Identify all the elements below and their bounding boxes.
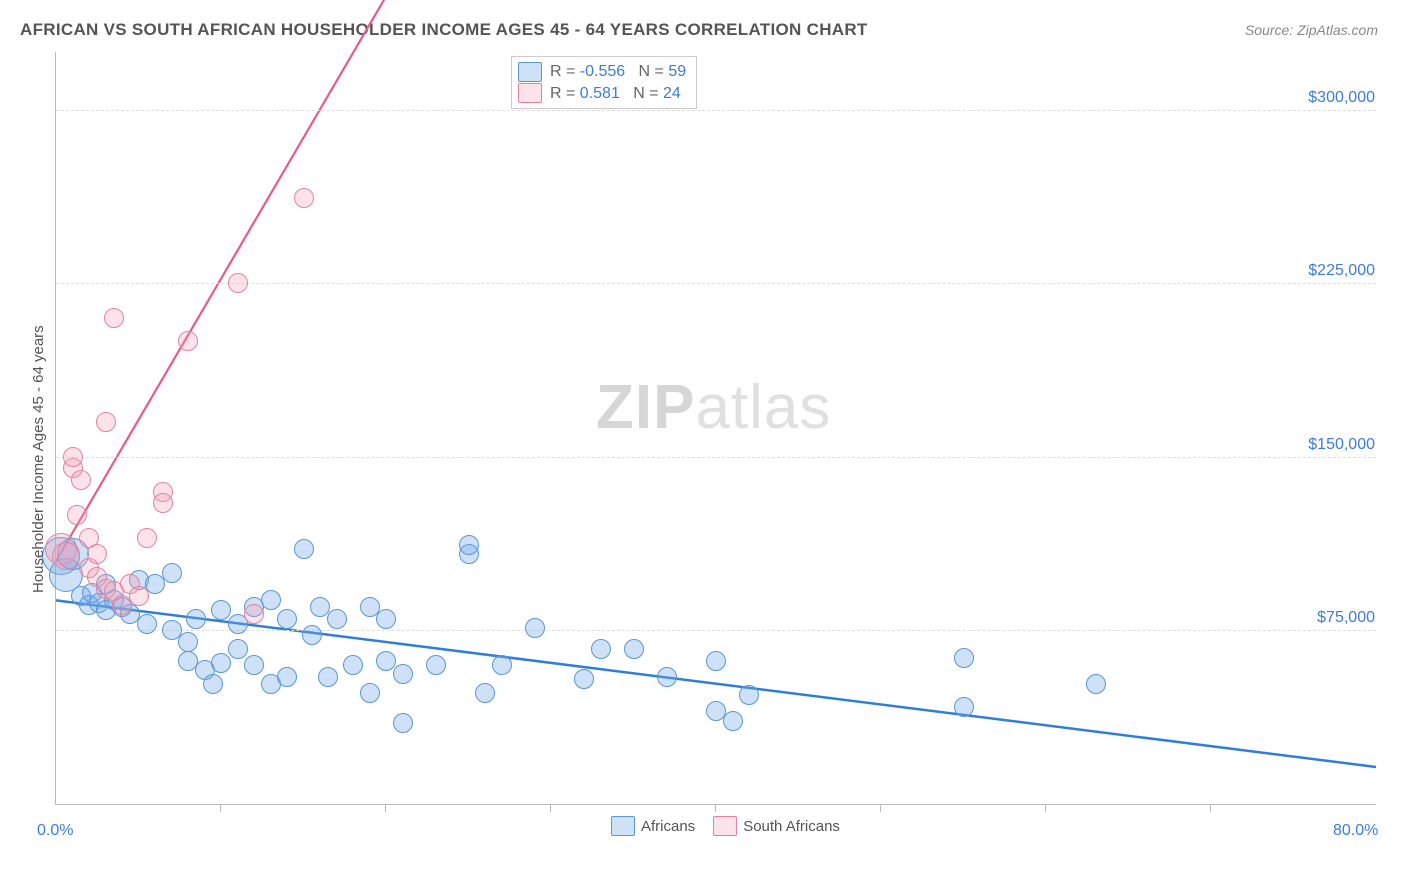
scatter-point	[137, 528, 157, 548]
scatter-point	[954, 648, 974, 668]
scatter-point	[228, 639, 248, 659]
scatter-point	[277, 667, 297, 687]
scatter-point	[475, 683, 495, 703]
scatter-point	[459, 535, 479, 555]
scatter-point	[318, 667, 338, 687]
stats-row: R = -0.556 N = 59	[518, 61, 686, 83]
scatter-point	[277, 609, 297, 629]
scatter-point	[96, 412, 116, 432]
x-tick	[385, 804, 386, 812]
stats-text: R = 0.581 N = 24	[550, 83, 681, 105]
x-tick	[1210, 804, 1211, 812]
x-tick	[715, 804, 716, 812]
trend-lines-svg	[56, 52, 1376, 804]
scatter-point	[657, 667, 677, 687]
correlation-stats-box: R = -0.556 N = 59R = 0.581 N = 24	[511, 56, 697, 109]
scatter-point	[129, 586, 149, 606]
scatter-point	[162, 563, 182, 583]
grid-line	[56, 630, 1376, 631]
scatter-point	[360, 683, 380, 703]
stats-row: R = 0.581 N = 24	[518, 83, 686, 105]
scatter-point	[153, 493, 173, 513]
scatter-point	[137, 614, 157, 634]
x-tick	[880, 804, 881, 812]
scatter-point	[624, 639, 644, 659]
scatter-point	[211, 653, 231, 673]
y-tick-label: $225,000	[1285, 262, 1375, 280]
legend-swatch	[611, 816, 635, 836]
scatter-point	[591, 639, 611, 659]
x-tick	[1045, 804, 1046, 812]
grid-line	[56, 457, 1376, 458]
legend-swatch	[518, 83, 542, 103]
legend-label: South Africans	[743, 818, 840, 835]
scatter-point	[376, 609, 396, 629]
scatter-point	[52, 542, 80, 570]
scatter-point	[87, 544, 107, 564]
scatter-point	[294, 188, 314, 208]
y-tick-label: $150,000	[1285, 436, 1375, 454]
scatter-point	[393, 713, 413, 733]
scatter-point	[178, 331, 198, 351]
scatter-point	[525, 618, 545, 638]
legend-item: South Africans	[713, 816, 840, 836]
scatter-point	[376, 651, 396, 671]
grid-line	[56, 110, 1376, 111]
stats-text: R = -0.556 N = 59	[550, 61, 686, 83]
scatter-point	[327, 609, 347, 629]
scatter-point	[302, 625, 322, 645]
scatter-plot-area: ZIPatlas	[55, 52, 1376, 805]
scatter-point	[104, 308, 124, 328]
scatter-point	[574, 669, 594, 689]
scatter-point	[294, 539, 314, 559]
x-max-label: 80.0%	[1333, 822, 1378, 840]
scatter-point	[1086, 674, 1106, 694]
legend-item: Africans	[611, 816, 695, 836]
trend-line	[56, 600, 1376, 767]
scatter-point	[71, 470, 91, 490]
scatter-point	[393, 664, 413, 684]
scatter-point	[954, 697, 974, 717]
grid-line	[56, 283, 1376, 284]
scatter-point	[244, 655, 264, 675]
scatter-point	[211, 600, 231, 620]
scatter-point	[178, 632, 198, 652]
y-tick-label: $300,000	[1285, 89, 1375, 107]
legend-label: Africans	[641, 818, 695, 835]
scatter-point	[228, 273, 248, 293]
x-min-label: 0.0%	[37, 822, 73, 840]
chart-title: AFRICAN VS SOUTH AFRICAN HOUSEHOLDER INC…	[20, 20, 868, 40]
source-attribution: Source: ZipAtlas.com	[1245, 22, 1378, 38]
scatter-point	[244, 604, 264, 624]
series-legend: Africans South Africans	[611, 816, 840, 836]
scatter-point	[343, 655, 363, 675]
scatter-point	[186, 609, 206, 629]
scatter-point	[739, 685, 759, 705]
scatter-point	[492, 655, 512, 675]
y-tick-label: $75,000	[1285, 609, 1375, 627]
x-tick	[550, 804, 551, 812]
legend-swatch	[518, 62, 542, 82]
scatter-point	[67, 505, 87, 525]
legend-swatch	[713, 816, 737, 836]
y-axis-label: Householder Income Ages 45 - 64 years	[30, 326, 47, 594]
scatter-point	[63, 447, 83, 467]
scatter-point	[723, 711, 743, 731]
scatter-point	[261, 590, 281, 610]
scatter-point	[706, 651, 726, 671]
scatter-point	[426, 655, 446, 675]
x-tick	[220, 804, 221, 812]
scatter-point	[203, 674, 223, 694]
